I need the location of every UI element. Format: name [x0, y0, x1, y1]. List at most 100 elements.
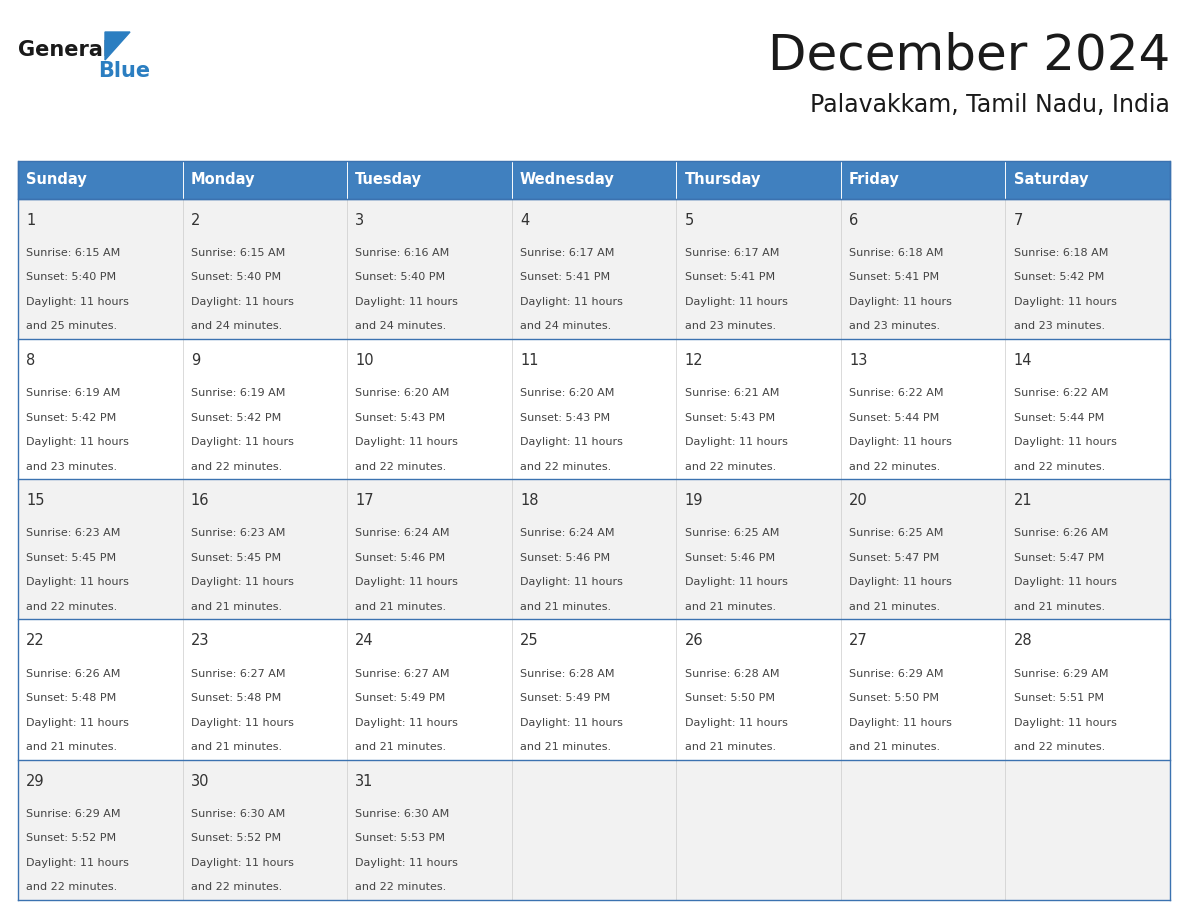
Text: Sunrise: 6:19 AM: Sunrise: 6:19 AM: [191, 388, 285, 398]
Text: Daylight: 11 hours: Daylight: 11 hours: [684, 437, 788, 447]
Text: and 24 minutes.: and 24 minutes.: [355, 321, 447, 331]
Text: Sunset: 5:50 PM: Sunset: 5:50 PM: [849, 693, 939, 703]
Text: Daylight: 11 hours: Daylight: 11 hours: [355, 577, 459, 588]
Text: Daylight: 11 hours: Daylight: 11 hours: [1013, 437, 1117, 447]
Text: 1: 1: [26, 213, 36, 228]
Text: 7: 7: [1013, 213, 1023, 228]
Text: Sunset: 5:52 PM: Sunset: 5:52 PM: [26, 834, 116, 844]
Text: Sunrise: 6:27 AM: Sunrise: 6:27 AM: [191, 668, 285, 678]
Text: Sunset: 5:42 PM: Sunset: 5:42 PM: [26, 412, 116, 422]
Text: Sunset: 5:40 PM: Sunset: 5:40 PM: [191, 273, 280, 283]
Text: General: General: [18, 40, 110, 60]
Text: Sunset: 5:53 PM: Sunset: 5:53 PM: [355, 834, 446, 844]
Text: Daylight: 11 hours: Daylight: 11 hours: [1013, 297, 1117, 307]
Bar: [676, 161, 841, 198]
Text: 17: 17: [355, 493, 374, 509]
Text: 15: 15: [26, 493, 45, 509]
Text: Sunrise: 6:23 AM: Sunrise: 6:23 AM: [26, 528, 121, 538]
Text: 22: 22: [26, 633, 45, 648]
Text: Sunrise: 6:17 AM: Sunrise: 6:17 AM: [684, 248, 779, 258]
Text: Sunrise: 6:26 AM: Sunrise: 6:26 AM: [1013, 528, 1108, 538]
Text: Sunrise: 6:15 AM: Sunrise: 6:15 AM: [26, 248, 120, 258]
Text: Sunset: 5:46 PM: Sunset: 5:46 PM: [355, 553, 446, 563]
Text: Sunrise: 6:24 AM: Sunrise: 6:24 AM: [355, 528, 450, 538]
Text: and 21 minutes.: and 21 minutes.: [520, 742, 611, 752]
Text: Daylight: 11 hours: Daylight: 11 hours: [191, 858, 293, 868]
Text: Daylight: 11 hours: Daylight: 11 hours: [355, 297, 459, 307]
Text: Sunrise: 6:18 AM: Sunrise: 6:18 AM: [1013, 248, 1108, 258]
Text: Sunrise: 6:21 AM: Sunrise: 6:21 AM: [684, 388, 779, 398]
Bar: [18, 760, 1170, 900]
Text: 12: 12: [684, 353, 703, 368]
Text: Sunset: 5:48 PM: Sunset: 5:48 PM: [26, 693, 116, 703]
Text: Sunset: 5:45 PM: Sunset: 5:45 PM: [26, 553, 116, 563]
Text: Sunrise: 6:26 AM: Sunrise: 6:26 AM: [26, 668, 121, 678]
Text: Thursday: Thursday: [684, 173, 760, 187]
Text: Sunset: 5:41 PM: Sunset: 5:41 PM: [684, 273, 775, 283]
Text: Sunrise: 6:22 AM: Sunrise: 6:22 AM: [1013, 388, 1108, 398]
Text: Sunset: 5:43 PM: Sunset: 5:43 PM: [520, 412, 611, 422]
Text: Sunset: 5:49 PM: Sunset: 5:49 PM: [520, 693, 611, 703]
Text: and 25 minutes.: and 25 minutes.: [26, 321, 118, 331]
Text: and 21 minutes.: and 21 minutes.: [684, 742, 776, 752]
Text: Sunset: 5:40 PM: Sunset: 5:40 PM: [355, 273, 446, 283]
Bar: [1005, 161, 1170, 198]
Bar: [183, 161, 347, 198]
Text: and 21 minutes.: and 21 minutes.: [849, 602, 940, 612]
Bar: [18, 161, 1170, 198]
Text: and 23 minutes.: and 23 minutes.: [684, 321, 776, 331]
Text: 30: 30: [191, 774, 209, 789]
Text: Daylight: 11 hours: Daylight: 11 hours: [26, 577, 129, 588]
Text: Sunset: 5:49 PM: Sunset: 5:49 PM: [355, 693, 446, 703]
Text: Daylight: 11 hours: Daylight: 11 hours: [684, 718, 788, 728]
Text: Sunrise: 6:25 AM: Sunrise: 6:25 AM: [849, 528, 943, 538]
Text: Monday: Monday: [191, 173, 255, 187]
Text: Sunrise: 6:25 AM: Sunrise: 6:25 AM: [684, 528, 779, 538]
Text: 8: 8: [26, 353, 36, 368]
Text: Sunday: Sunday: [26, 173, 87, 187]
Bar: [18, 339, 1170, 479]
Text: Sunrise: 6:20 AM: Sunrise: 6:20 AM: [355, 388, 450, 398]
Text: December 2024: December 2024: [767, 31, 1170, 79]
Text: Daylight: 11 hours: Daylight: 11 hours: [684, 297, 788, 307]
Text: and 22 minutes.: and 22 minutes.: [684, 462, 776, 472]
Text: Daylight: 11 hours: Daylight: 11 hours: [26, 297, 129, 307]
Text: and 21 minutes.: and 21 minutes.: [191, 742, 282, 752]
Text: Palavakkam, Tamil Nadu, India: Palavakkam, Tamil Nadu, India: [810, 93, 1170, 117]
Text: and 22 minutes.: and 22 minutes.: [355, 462, 447, 472]
Text: and 24 minutes.: and 24 minutes.: [520, 321, 611, 331]
Text: Sunset: 5:40 PM: Sunset: 5:40 PM: [26, 273, 116, 283]
Text: Sunset: 5:42 PM: Sunset: 5:42 PM: [1013, 273, 1104, 283]
Text: 27: 27: [849, 633, 868, 648]
Text: and 21 minutes.: and 21 minutes.: [684, 602, 776, 612]
Text: Sunset: 5:41 PM: Sunset: 5:41 PM: [849, 273, 940, 283]
Text: Sunrise: 6:19 AM: Sunrise: 6:19 AM: [26, 388, 121, 398]
Text: Sunrise: 6:22 AM: Sunrise: 6:22 AM: [849, 388, 943, 398]
Text: Friday: Friday: [849, 173, 899, 187]
Text: Daylight: 11 hours: Daylight: 11 hours: [355, 718, 459, 728]
Text: Daylight: 11 hours: Daylight: 11 hours: [26, 858, 129, 868]
Text: Daylight: 11 hours: Daylight: 11 hours: [849, 437, 952, 447]
Bar: [18, 479, 1170, 620]
Text: Wednesday: Wednesday: [520, 173, 614, 187]
Bar: [18, 198, 1170, 339]
Text: Sunset: 5:47 PM: Sunset: 5:47 PM: [849, 553, 940, 563]
Text: Sunset: 5:44 PM: Sunset: 5:44 PM: [1013, 412, 1104, 422]
Text: Sunset: 5:43 PM: Sunset: 5:43 PM: [355, 412, 446, 422]
Text: Sunrise: 6:28 AM: Sunrise: 6:28 AM: [520, 668, 614, 678]
Text: and 23 minutes.: and 23 minutes.: [26, 462, 118, 472]
Bar: [841, 161, 1005, 198]
Text: and 23 minutes.: and 23 minutes.: [1013, 321, 1105, 331]
Text: Sunrise: 6:27 AM: Sunrise: 6:27 AM: [355, 668, 450, 678]
Text: and 21 minutes.: and 21 minutes.: [355, 742, 447, 752]
Text: Sunrise: 6:20 AM: Sunrise: 6:20 AM: [520, 388, 614, 398]
Text: 23: 23: [191, 633, 209, 648]
Text: Daylight: 11 hours: Daylight: 11 hours: [520, 718, 623, 728]
Text: 28: 28: [1013, 633, 1032, 648]
Text: Sunrise: 6:30 AM: Sunrise: 6:30 AM: [355, 809, 449, 819]
Text: Sunset: 5:50 PM: Sunset: 5:50 PM: [684, 693, 775, 703]
Text: Daylight: 11 hours: Daylight: 11 hours: [191, 437, 293, 447]
Text: Sunset: 5:52 PM: Sunset: 5:52 PM: [191, 834, 280, 844]
Text: and 21 minutes.: and 21 minutes.: [355, 602, 447, 612]
Text: 24: 24: [355, 633, 374, 648]
